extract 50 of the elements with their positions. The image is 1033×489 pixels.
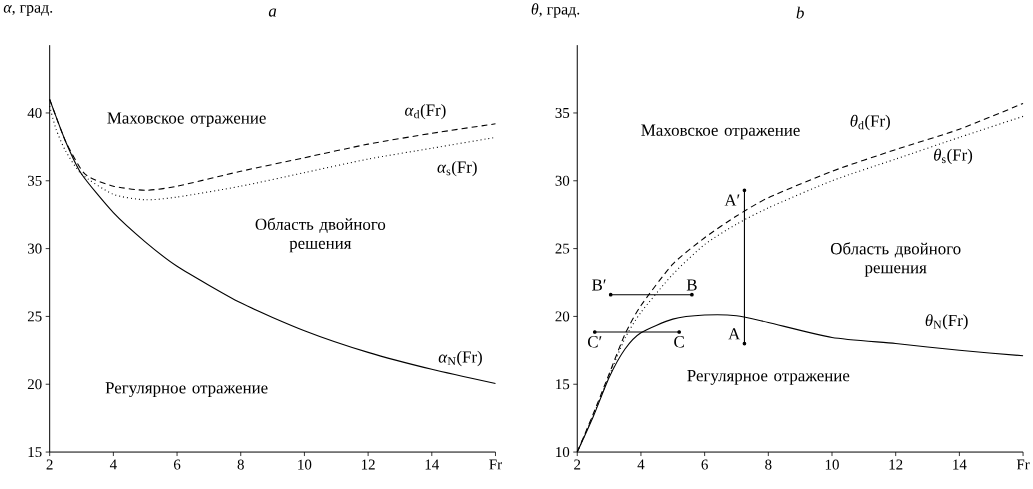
x-tick-label: 14 [425, 459, 440, 470]
x-tick-label: 10 [825, 459, 839, 470]
y-tick-label: 25 [27, 311, 42, 322]
y-tick-label: 30 [555, 175, 570, 186]
y-axis-title: θ, град. [531, 3, 580, 18]
x-tick-label: 12 [889, 459, 903, 470]
annotation: B [686, 279, 697, 291]
chart-title: b [796, 6, 804, 19]
y-axis-title: α, град. [3, 5, 53, 17]
y-tick-label: 15 [28, 447, 42, 458]
series-label: θ$_{N}$(Fr) [925, 314, 968, 330]
y-tick-label: 40 [27, 107, 42, 118]
x-tick-label: 6 [701, 459, 708, 470]
x-tick-label: 14 [953, 459, 967, 470]
annotation: A′ [724, 194, 740, 206]
annotation: C [674, 336, 684, 348]
y-tick-label: 35 [27, 175, 42, 186]
y-tick-label: 20 [27, 379, 42, 390]
x-tick-label: 6 [173, 459, 181, 470]
annotation: Область двойного решения [255, 217, 386, 253]
x-tick-label: 10 [298, 459, 312, 470]
series-label: α$_{s}$(Fr) [437, 160, 477, 177]
annotation: Область двойного решения [830, 242, 961, 277]
series-label: α$_{N}$(Fr) [438, 350, 482, 367]
series-label: α$_{d}$(Fr) [405, 103, 446, 120]
x-tick-label: 4 [637, 459, 645, 470]
x-tick-label: 12 [361, 459, 375, 470]
series-label: θ$_{d}$(Fr) [850, 114, 890, 131]
y-tick-label: 35 [555, 107, 570, 118]
annotation: C′ [587, 336, 602, 348]
y-tick-label: 30 [27, 243, 42, 254]
y-tick-label: 20 [555, 311, 570, 322]
x-tick-label: Fr [1016, 459, 1030, 470]
y-tick-label: 15 [556, 379, 570, 390]
x-tick-label: 8 [765, 459, 772, 470]
x-tick-label: 2 [46, 459, 53, 470]
x-tick-label: 8 [237, 459, 244, 470]
x-tick-label: 2 [574, 459, 581, 470]
annotation: Регулярное отражение [687, 370, 850, 385]
y-tick-label: 10 [556, 447, 570, 458]
chart-title: a [268, 8, 277, 17]
series-label: θ$_{s}$(Fr) [934, 148, 973, 165]
annotation: Регулярное отражение [105, 382, 268, 398]
annotation: Маховское отражение [641, 124, 800, 140]
y-tick-label: 25 [555, 243, 570, 254]
x-tick-label: Fr [489, 459, 502, 470]
x-tick-label: 4 [109, 459, 117, 470]
annotation: Маховское отражение [107, 112, 266, 128]
annotation: A [728, 328, 741, 340]
annotation: B′ [592, 279, 606, 291]
